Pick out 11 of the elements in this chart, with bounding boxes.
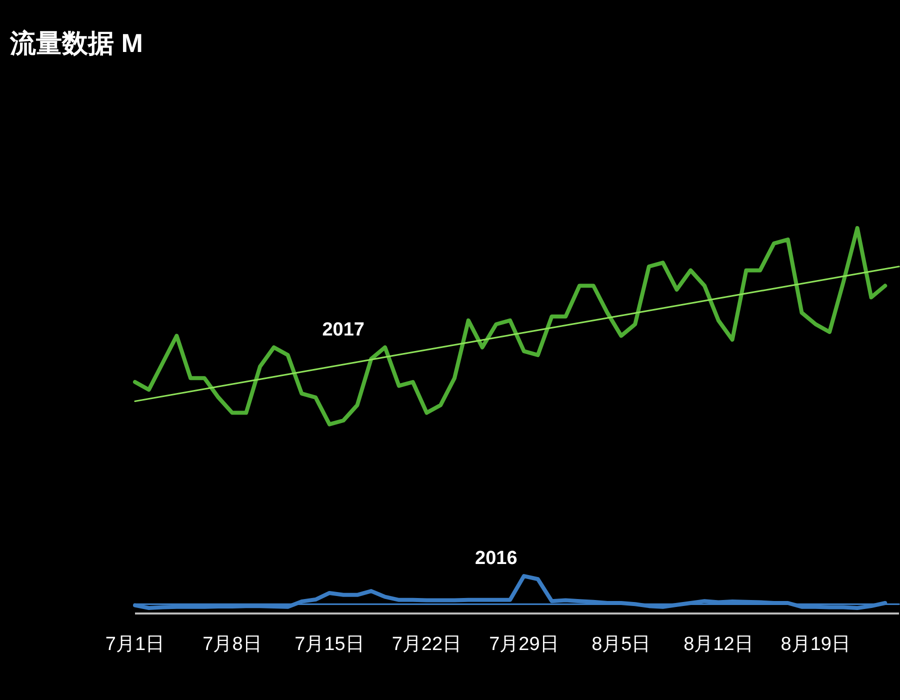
chart-title: 流量数据 M: [9, 28, 143, 58]
series-label: 2017: [322, 319, 365, 340]
x-tick-label: 7月1日: [105, 634, 165, 655]
x-tick-label: 7月22日: [392, 634, 462, 655]
x-tick-label: 7月15日: [294, 634, 364, 655]
x-tick-label: 7月8日: [202, 634, 262, 655]
series-label: 2016: [475, 548, 518, 570]
x-tick-label: 7月29日: [489, 634, 559, 655]
x-tick-label: 8月5日: [592, 634, 651, 655]
x-tick-label: 8月12日: [684, 634, 754, 655]
x-tick-label: 8月19日: [780, 634, 851, 655]
